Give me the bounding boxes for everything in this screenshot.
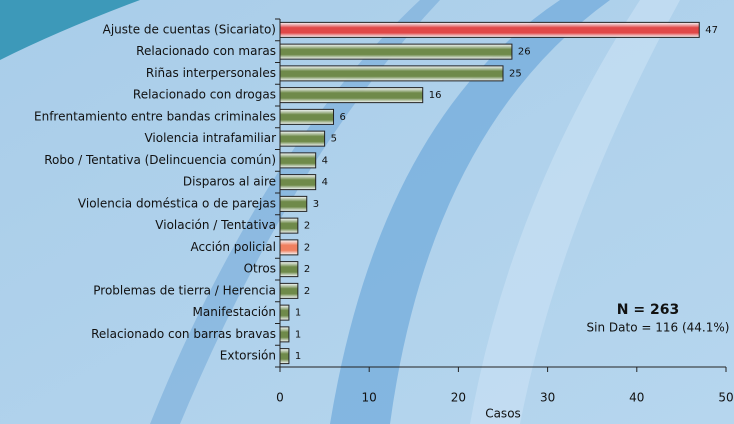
value-label: 25 [509,68,522,79]
bar [279,130,326,147]
value-label: 5 [331,134,337,145]
decor [0,0,140,60]
y-tick-label: Riñas interpersonales [146,66,276,80]
value-label: 26 [518,47,531,58]
bar [279,65,504,82]
decor [330,0,610,424]
y-tick-label: Acción policial [190,240,276,254]
y-tick-label: Violación / Tentativa [155,218,276,232]
value-label: 4 [322,155,328,166]
value-label: 2 [304,221,310,232]
x-tick-label: 30 [540,391,555,405]
annotation: Sin Dato = 116 (44.1%) [587,321,730,335]
x-tick-label: 50 [718,391,733,405]
bar [279,261,299,278]
y-tick-label: Robo / Tentativa (Delincuencia común) [44,153,276,167]
bar [279,174,317,191]
bar [279,282,299,299]
x-tick-label: 20 [451,391,466,405]
value-label: 2 [304,286,310,297]
bar [279,239,299,256]
value-label: 4 [322,177,328,188]
value-label: 2 [304,264,310,275]
bar [279,43,513,60]
x-tick-label: 0 [276,391,284,405]
decor [470,0,680,424]
y-tick-label: Relacionado con drogas [133,88,276,102]
bar [279,152,317,169]
bar [279,326,290,343]
x-tick-label: 40 [629,391,644,405]
y-tick-label: Relacionado con barras bravas [91,327,276,341]
y-tick-label: Violencia doméstica o de parejas [78,196,276,210]
value-label: 1 [295,351,301,362]
y-tick-label: Violencia intrafamiliar [144,131,276,145]
value-label: 1 [295,329,301,340]
bar [279,304,290,321]
x-axis-label: Casos [485,407,521,421]
bar [279,108,335,125]
value-label: 3 [313,199,319,210]
y-tick-label: Enfrentamiento entre bandas criminales [34,109,276,123]
bar [279,21,700,38]
y-tick-label: Problemas de tierra / Herencia [93,283,276,297]
bar [279,87,424,104]
value-label: 6 [340,112,346,123]
x-tick-label: 10 [362,391,377,405]
value-label: 47 [705,25,718,36]
bar [279,195,308,212]
bar [279,217,299,234]
y-tick-label: Extorsión [220,349,276,363]
value-label: 1 [295,308,301,319]
y-tick-label: Disparos al aire [183,175,276,189]
value-label: 16 [429,90,442,101]
y-tick-label: Otros [244,262,276,276]
decor [150,0,440,424]
y-tick-label: Ajuste de cuentas (Sicariato) [103,22,276,36]
y-tick-label: Manifestación [193,305,276,319]
value-label: 2 [304,242,310,253]
bar [279,348,290,365]
y-tick-label: Relacionado con maras [136,44,276,58]
annotation: N = 263 [617,302,679,318]
